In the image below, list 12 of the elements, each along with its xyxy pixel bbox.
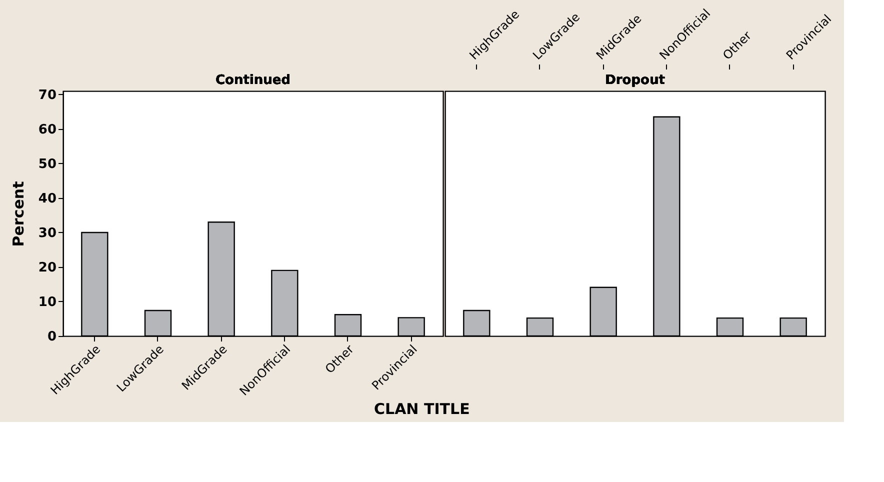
y-tick-label: 40 xyxy=(38,191,56,206)
y-tick-label: 50 xyxy=(38,156,56,172)
x-axis-title: CLAN TITLE xyxy=(374,400,470,418)
y-tick-label: 60 xyxy=(38,122,56,138)
chart-title: Dropout xyxy=(605,73,665,88)
chart-title: Continued xyxy=(215,73,291,88)
y-axis-title: Percent xyxy=(9,181,28,247)
y-tick-label: 30 xyxy=(38,226,56,241)
y-tick-label: 20 xyxy=(38,260,56,276)
y-tick-label: 10 xyxy=(38,294,56,310)
y-tick-label: 0 xyxy=(47,330,56,344)
y-tick-label: 70 xyxy=(38,88,56,103)
